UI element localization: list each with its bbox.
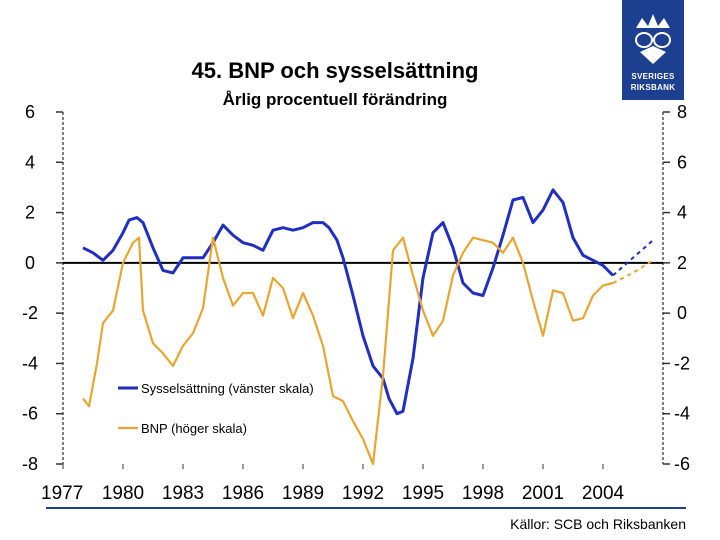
logo-text-line1: SVERIGES — [631, 72, 675, 81]
legend-layer: Sysselsättning (vänster skala) BNP (höger… — [118, 381, 314, 436]
right-tick-label: 4 — [677, 203, 687, 223]
x-tick-label: 2001 — [522, 483, 564, 504]
left-tick-label: -2 — [22, 303, 38, 323]
left-tick-label: -4 — [22, 353, 38, 373]
x-tick-label: 1992 — [342, 483, 384, 504]
right-tick-label: 2 — [677, 253, 687, 273]
logo-text-line2: RIKSBANK — [630, 83, 676, 92]
x-tick-label: 1977 — [41, 483, 83, 504]
right-tick-label: 8 — [677, 102, 687, 122]
left-tick-label: -6 — [22, 404, 38, 424]
chart-subtitle: Årlig procentuell förändring — [222, 90, 448, 109]
left-tick-label: 2 — [25, 203, 35, 223]
x-tick-label: 1995 — [402, 483, 444, 504]
x-tick-label: 1998 — [462, 483, 504, 504]
x-tick-label: 1989 — [282, 483, 324, 504]
riksbank-logo: SVERIGES RIKSBANK — [622, 0, 684, 100]
series-layer — [82, 188, 654, 466]
bottom-divider — [46, 507, 686, 509]
series-projection-employment — [612, 239, 654, 277]
x-tick-label: 1986 — [222, 483, 264, 504]
x-tick-label: 1980 — [102, 483, 144, 504]
left-tick-label: -8 — [22, 454, 38, 474]
left-tick-label: 0 — [25, 253, 35, 273]
right-tick-label: -4 — [674, 404, 690, 424]
x-tick-label: 2004 — [582, 483, 625, 504]
axes-layer: 6 4 2 0 -2 -4 -6 -8 8 6 4 2 0 -2 -4 -6 1977 1980 1983 1986 1… — [22, 102, 690, 504]
legend-label: BNP (höger skala) — [141, 421, 247, 436]
right-tick-label: 6 — [677, 152, 687, 172]
left-tick-label: 4 — [25, 152, 35, 172]
right-tick-label: -2 — [674, 353, 690, 373]
source-note: Källor: SCB och Riksbanken — [510, 516, 686, 532]
crown-emblem-icon — [635, 14, 671, 64]
right-tick-label: -6 — [674, 454, 690, 474]
x-tick-label: 1983 — [162, 483, 204, 504]
series-line-gdp — [82, 236, 614, 466]
right-tick-label: 0 — [677, 303, 687, 323]
chart-title: 45. BNP och sysselsättning — [191, 58, 479, 83]
left-tick-label: 6 — [25, 102, 35, 122]
series-line-employment — [82, 188, 615, 416]
legend-label: Sysselsättning (vänster skala) — [141, 381, 314, 396]
